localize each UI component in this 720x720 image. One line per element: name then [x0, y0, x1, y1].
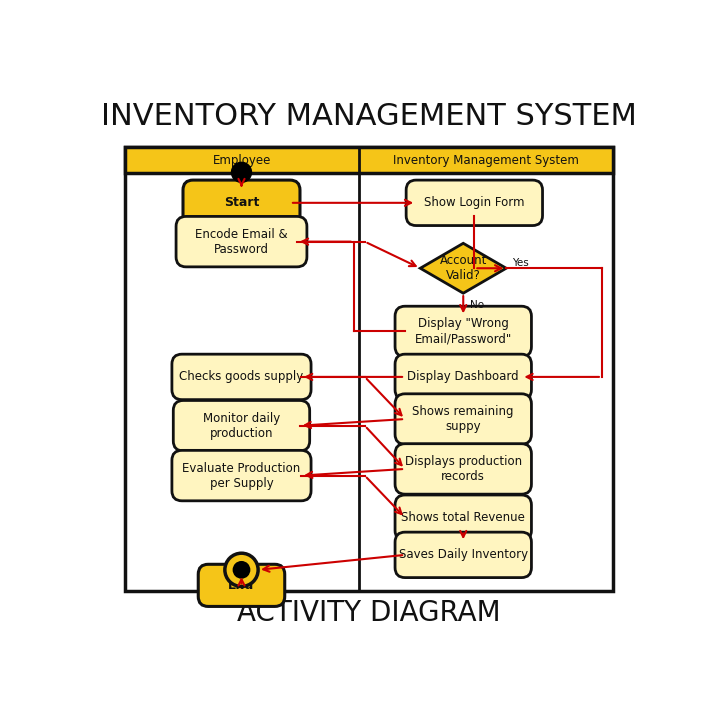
FancyBboxPatch shape	[395, 495, 531, 541]
Text: Encode Email &
Password: Encode Email & Password	[195, 228, 288, 256]
Text: Displays production
records: Displays production records	[405, 455, 522, 483]
FancyBboxPatch shape	[395, 306, 531, 356]
Text: Show Login Form: Show Login Form	[424, 197, 525, 210]
FancyBboxPatch shape	[125, 148, 613, 591]
FancyBboxPatch shape	[406, 180, 543, 225]
Polygon shape	[420, 243, 506, 293]
FancyBboxPatch shape	[395, 354, 531, 400]
FancyBboxPatch shape	[395, 444, 531, 494]
Text: Shows remaining
suppy: Shows remaining suppy	[413, 405, 514, 433]
FancyBboxPatch shape	[395, 532, 531, 577]
Text: Evaluate Production
per Supply: Evaluate Production per Supply	[182, 462, 301, 490]
FancyBboxPatch shape	[125, 148, 613, 173]
Text: Checks goods supply: Checks goods supply	[179, 370, 304, 384]
FancyBboxPatch shape	[183, 180, 300, 225]
Text: Shows total Revenue: Shows total Revenue	[401, 511, 525, 524]
FancyBboxPatch shape	[176, 217, 307, 267]
Text: Monitor daily
production: Monitor daily production	[203, 412, 280, 440]
FancyBboxPatch shape	[172, 451, 311, 501]
Text: INVENTORY MANAGEMENT SYSTEM: INVENTORY MANAGEMENT SYSTEM	[101, 102, 637, 131]
Circle shape	[232, 162, 251, 182]
Circle shape	[225, 553, 258, 587]
Text: Display "Wrong
Email/Password": Display "Wrong Email/Password"	[415, 318, 512, 346]
Circle shape	[233, 561, 251, 579]
FancyBboxPatch shape	[198, 564, 284, 606]
Text: End: End	[228, 579, 255, 592]
Text: Saves Daily Inventory: Saves Daily Inventory	[399, 549, 528, 562]
Text: Start: Start	[224, 197, 259, 210]
FancyBboxPatch shape	[172, 354, 311, 400]
Text: Inventory Management System: Inventory Management System	[393, 153, 579, 166]
Text: Account
Valid?: Account Valid?	[440, 254, 487, 282]
Text: Display Dashboard: Display Dashboard	[408, 370, 519, 384]
Text: Yes: Yes	[512, 258, 528, 268]
FancyBboxPatch shape	[174, 400, 310, 451]
Text: ACTIVITY DIAGRAM: ACTIVITY DIAGRAM	[237, 599, 501, 627]
Text: No: No	[470, 300, 484, 310]
Text: Employee: Employee	[213, 153, 271, 166]
FancyBboxPatch shape	[395, 394, 531, 444]
